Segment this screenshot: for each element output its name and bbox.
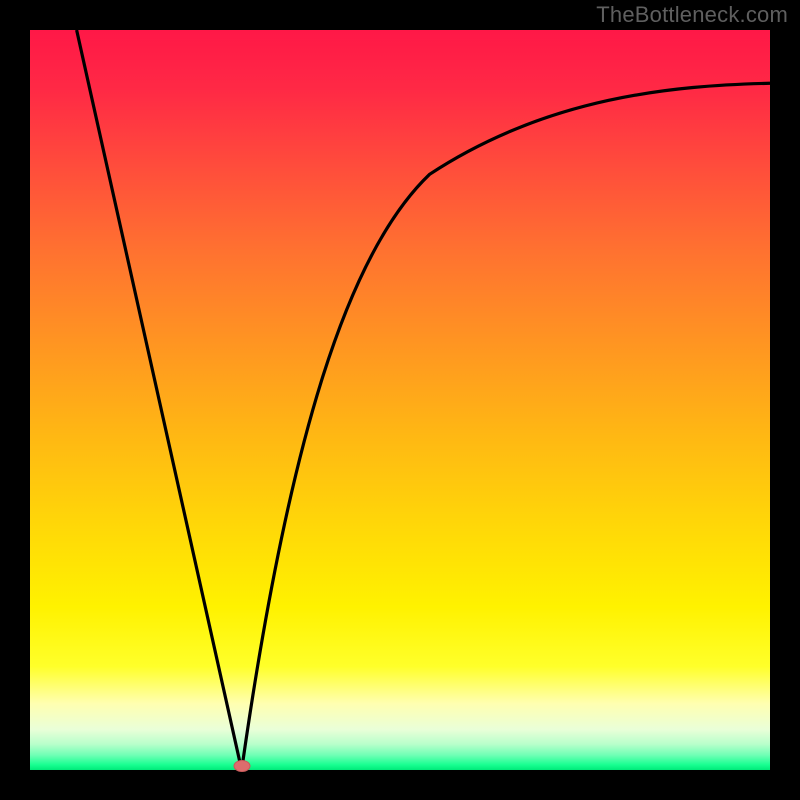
- curve-left-branch: [77, 30, 242, 770]
- bottleneck-curve: [30, 30, 770, 770]
- curve-right-branch: [242, 83, 770, 770]
- plot-area: [30, 30, 770, 770]
- valley-marker: [233, 760, 250, 772]
- watermark-text: TheBottleneck.com: [596, 2, 788, 28]
